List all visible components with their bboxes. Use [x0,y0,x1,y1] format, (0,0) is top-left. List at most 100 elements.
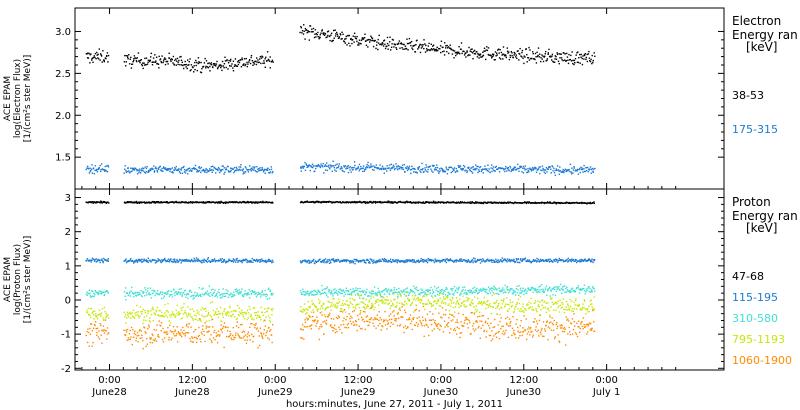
proton-point [134,292,136,294]
proton-point [490,312,492,315]
proton-point [430,286,432,289]
electron-point [333,165,335,167]
electron-point [186,67,188,70]
electron-point [343,40,346,43]
proton-point [250,201,252,203]
electron-point [424,43,426,45]
proton-point [89,292,91,295]
electron-point [369,41,371,43]
proton-point [256,317,258,319]
proton-point [503,202,505,204]
electron-point [421,46,424,48]
electron-point [481,55,484,57]
proton-point [251,201,253,203]
proton-point [154,313,156,316]
proton-point [418,261,420,264]
proton-point [397,294,399,296]
electron-point [172,172,174,174]
electron-point [539,53,541,55]
proton-point [108,317,110,319]
proton-point [397,297,399,299]
proton-point [96,260,98,263]
electron-point [219,169,221,172]
electron-point [422,44,424,46]
electron-point [563,171,565,174]
electron-point [123,61,126,63]
proton-point [330,201,332,203]
proton-point [317,308,319,310]
electron-point [331,170,333,172]
electron-point [194,68,196,71]
electron-point [445,45,447,47]
proton-point [128,294,130,296]
proton-point [307,201,309,203]
proton-point [135,294,137,297]
electron-point [225,169,228,171]
electron-point [265,169,268,171]
electron-point [559,170,562,172]
electron-point [486,168,488,170]
electron-point [554,169,556,172]
electron-point [140,59,142,61]
proton-point [475,305,477,307]
electron-point [213,64,215,66]
electron-point [264,66,266,68]
electron-point [363,168,366,171]
electron-point [392,166,394,168]
electron-point [347,171,350,174]
proton-point [232,258,235,260]
proton-point [400,295,402,297]
proton-point [100,259,103,261]
proton-point [517,308,519,310]
electron-point [196,69,198,72]
proton-point [203,261,205,263]
proton-point [530,289,532,291]
proton-point [190,259,192,262]
electron-point [487,170,490,172]
proton-point [329,301,331,304]
electron-point [158,67,160,69]
electron-point [478,170,480,172]
electron-point [580,166,582,168]
proton-point [360,294,363,296]
electron-point [350,167,353,169]
proton-point [442,291,445,294]
proton-point [475,201,477,203]
electron-point [307,31,310,33]
proton-point [173,313,175,315]
proton-point [533,287,535,290]
electron-point [263,171,265,173]
electron-point [329,39,331,42]
proton-point [473,291,475,293]
electron-point [434,48,437,51]
proton-point [334,304,337,306]
proton-point [356,201,358,204]
electron-point [479,166,481,169]
electron-point [197,57,200,59]
proton-point [161,259,163,261]
electron-point [225,167,227,169]
proton-point [590,290,593,292]
proton-point [442,259,444,262]
electron-point [503,168,505,170]
proton-point [432,202,434,204]
proton-point [521,310,523,312]
proton-point [343,295,345,297]
electron-point [348,42,350,44]
electron-point [181,61,183,63]
proton-point [565,202,567,204]
proton-point [475,290,478,292]
proton-point [264,289,266,292]
proton-point [310,261,312,263]
electron-point [322,166,324,168]
proton-point [96,259,99,262]
electron-point [475,164,477,166]
proton-point [376,294,378,296]
proton-point [410,304,412,306]
proton-point [158,201,160,204]
electron-point [301,165,304,167]
proton-point [543,202,546,205]
proton-point [580,260,582,263]
electron-point [234,58,237,60]
proton-point [409,201,412,203]
